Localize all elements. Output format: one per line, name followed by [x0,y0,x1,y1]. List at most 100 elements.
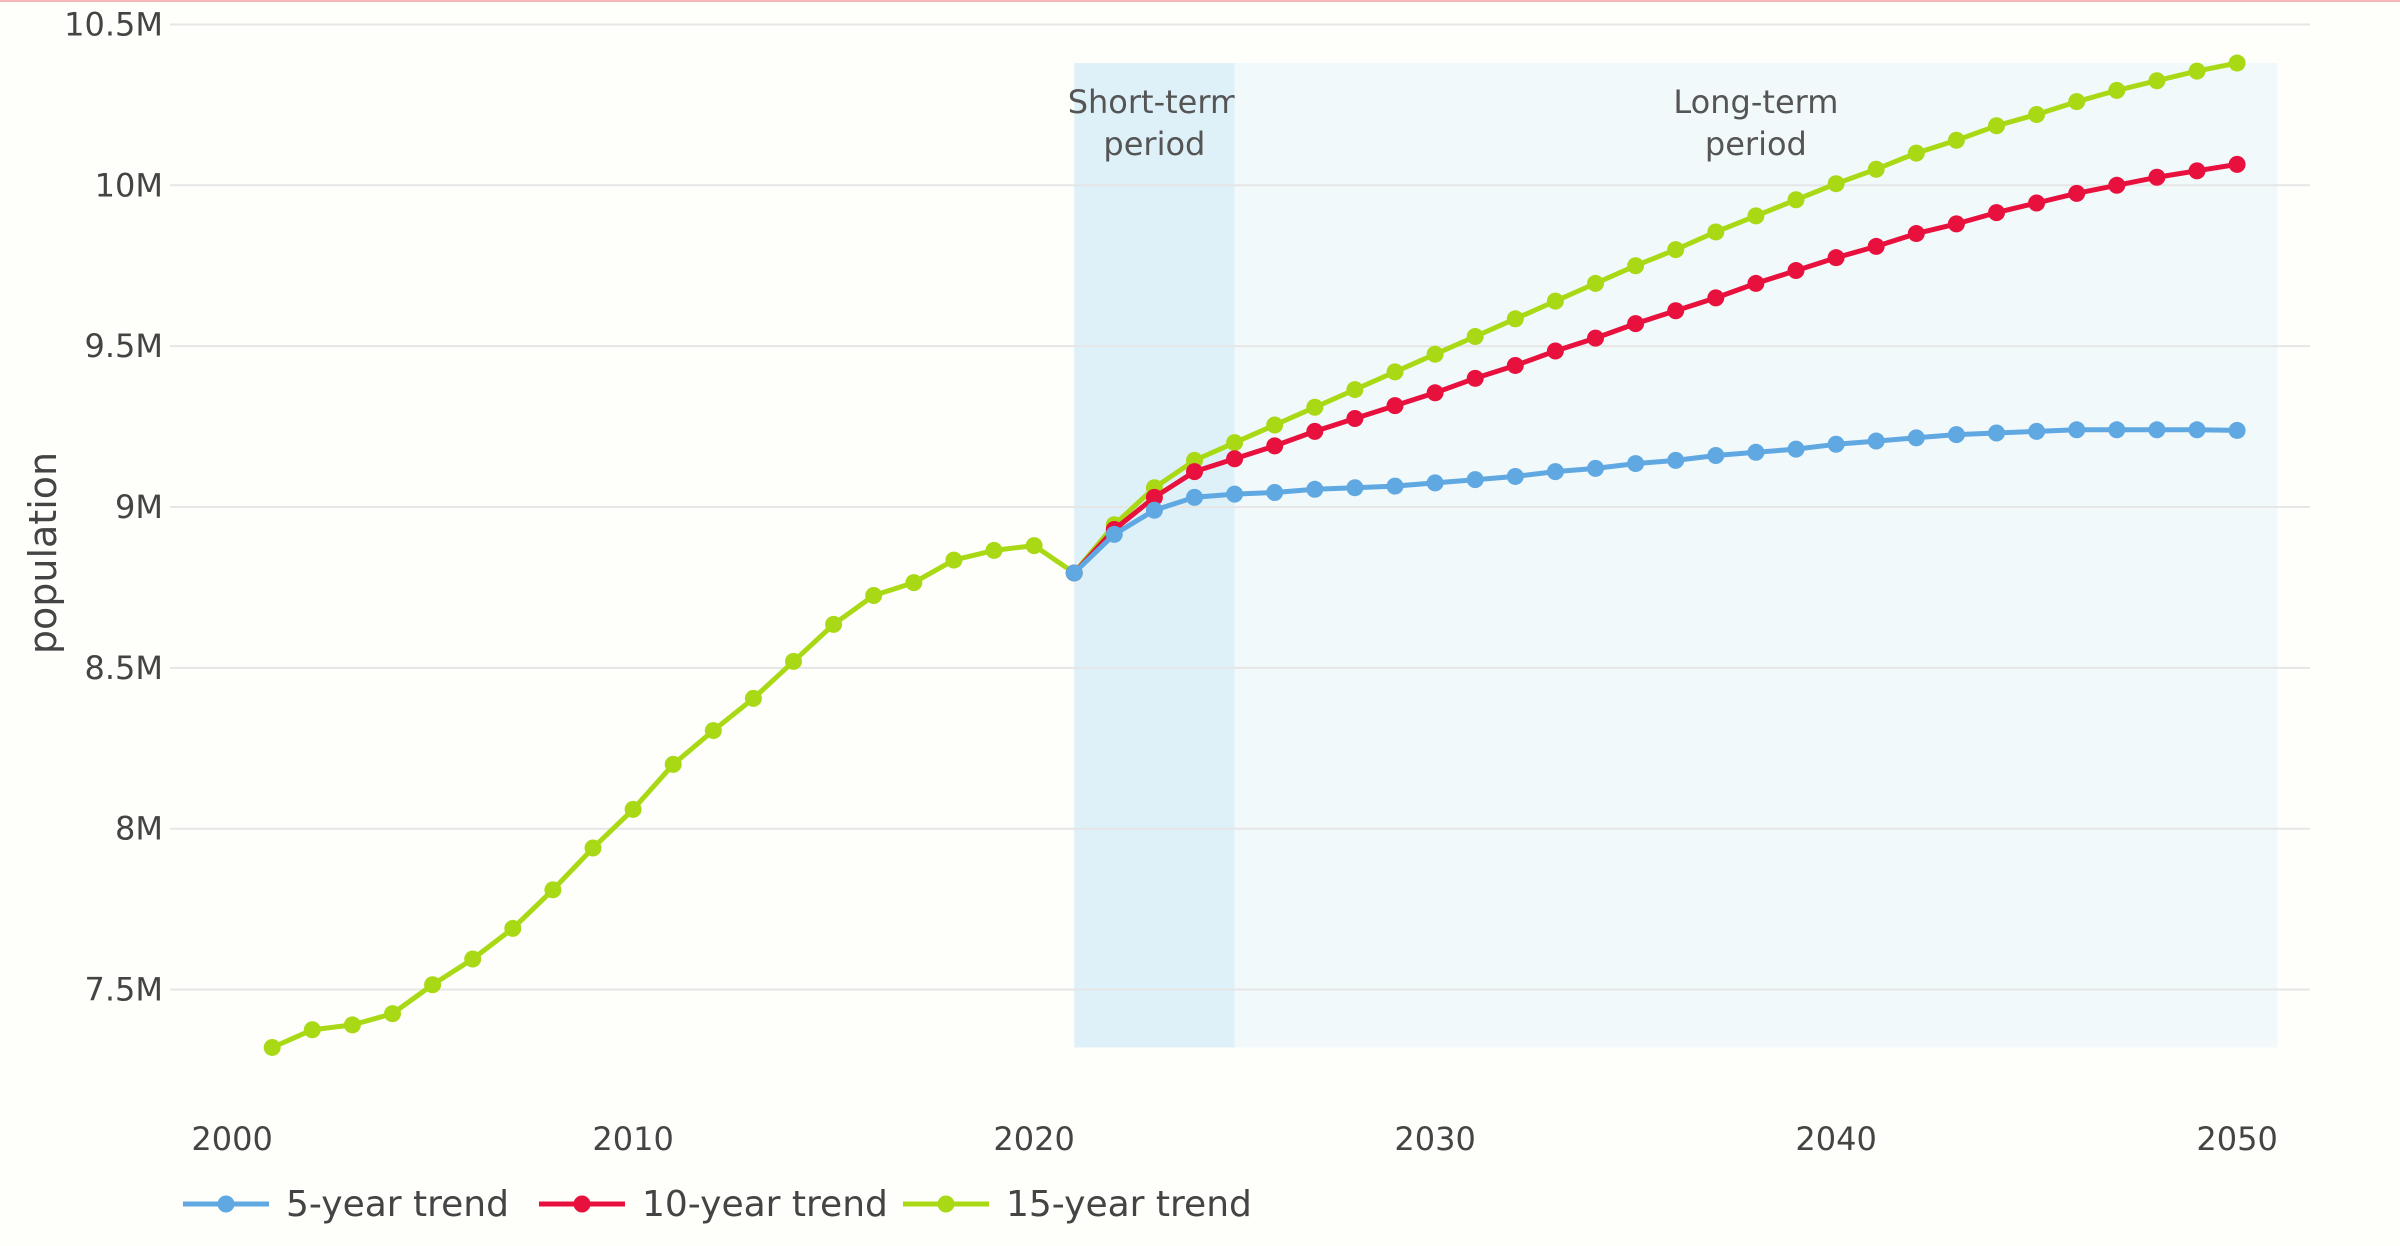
series-point-0-34 [1627,257,1645,275]
series-point-1-2 [1145,488,1163,506]
series-point-0-7 [544,881,562,899]
series-point-2-1 [1105,525,1123,543]
x-tick-label-1: 2010 [592,1120,673,1158]
y-tick-label-0: 7.5M [85,971,164,1009]
series-point-0-15 [865,586,883,604]
series-point-0-12 [744,689,762,707]
series-point-2-28 [2188,421,2206,439]
region-label-1-1: period [1705,125,1807,163]
series-point-1-29 [2228,155,2246,173]
y-tick-label-4: 9.5M [85,327,164,365]
series-point-2-21 [1907,429,1925,447]
series-point-0-30 [1466,327,1484,345]
series-point-0-32 [1546,292,1564,310]
series-2 [1065,421,2246,582]
series-0 [263,54,2246,1056]
series-point-0-13 [785,652,802,670]
series-point-2-23 [1988,424,2005,442]
series-point-0-19 [1025,537,1043,555]
grid-lines [170,23,2310,991]
series-point-0-28 [1386,363,1404,381]
legend-swatch-marker-0 [217,1195,235,1213]
x-tick-label-3: 2030 [1394,1120,1475,1158]
series-point-1-26 [2108,176,2126,194]
series-point-0-6 [504,919,522,937]
series-point-0-49 [2228,54,2246,72]
series-point-1-7 [1346,410,1364,428]
series-point-0-31 [1506,310,1524,328]
series-point-1-9 [1426,384,1444,402]
series-point-1-5 [1266,437,1284,455]
series-point-1-18 [1787,262,1805,280]
series-point-1-11 [1506,356,1524,374]
series-point-2-27 [2148,421,2166,439]
series-point-0-39 [1827,175,1845,193]
data-series [263,54,2246,1056]
series-point-2-25 [2068,421,2086,439]
series-point-0-29 [1426,345,1444,363]
series-point-2-9 [1426,474,1444,492]
legend: 5-year trend 10-year trend 15-year trend [183,1184,1252,1225]
series-point-2-6 [1306,480,1324,498]
series-point-2-0 [1065,564,1083,582]
series-point-1-3 [1186,463,1203,481]
series-point-2-3 [1186,488,1203,506]
series-point-0-16 [905,574,923,592]
series-point-0-25 [1266,416,1284,434]
series-point-2-16 [1707,447,1725,465]
series-point-1-27 [2148,168,2166,186]
legend-swatch-marker-2 [937,1195,955,1213]
series-point-1-17 [1747,274,1765,292]
series-point-0-11 [704,722,722,740]
series-point-0-0 [263,1038,281,1056]
legend-label-2: 15-year trend [1006,1184,1252,1225]
series-point-0-43 [1988,117,2005,135]
region-rect-1 [1234,63,2278,1048]
series-point-2-10 [1466,471,1484,489]
series-point-0-46 [2108,81,2126,99]
series-point-0-3 [384,1005,401,1023]
series-point-0-45 [2068,93,2086,111]
series-point-0-1 [303,1021,321,1039]
series-point-2-26 [2108,421,2126,439]
series-point-0-47 [2148,72,2166,90]
series-point-2-19 [1827,435,1845,453]
series-point-2-17 [1747,443,1765,461]
series-point-1-4 [1226,450,1244,468]
series-point-0-41 [1907,144,1925,162]
series-point-2-5 [1266,484,1284,502]
region-label-0-0: Short-term [1068,83,1241,121]
series-point-2-18 [1787,440,1805,458]
series-point-2-7 [1346,479,1364,497]
x-axis-ticks: 2000 2010 2020 2030 2040 2050 [191,1120,2277,1158]
series-point-2-12 [1546,463,1564,481]
y-tick-label-1: 8M [115,810,163,848]
series-point-1-6 [1306,422,1324,440]
series-point-1-21 [1907,225,1925,243]
series-point-2-20 [1867,432,1885,450]
series-point-0-5 [464,950,482,968]
series-point-0-2 [343,1016,361,1034]
series-point-0-44 [2028,106,2046,124]
region-label-0-1: period [1103,125,1205,163]
series-point-1-20 [1867,237,1885,255]
y-axis-ticks: 7.5M 8M 8.5M 9M 9.5M 10M 10.5M [64,5,163,1008]
series-point-0-9 [624,800,642,818]
x-tick-label-4: 2040 [1795,1120,1876,1158]
series-point-0-24 [1226,434,1244,452]
series-point-0-38 [1787,191,1805,209]
series-point-1-25 [2068,184,2086,202]
series-point-2-24 [2028,422,2046,440]
x-tick-label-5: 2050 [2196,1120,2277,1158]
series-point-0-27 [1346,381,1364,399]
y-tick-label-3: 9M [115,488,163,526]
series-point-0-40 [1867,160,1885,178]
series-point-1-8 [1386,397,1404,415]
series-point-2-8 [1386,477,1404,495]
series-point-2-22 [1947,426,1965,444]
x-tick-label-2: 2020 [993,1120,1074,1158]
region-label-1-0: Long-term [1673,83,1838,121]
series-point-0-35 [1667,241,1685,259]
y-tick-label-6: 10.5M [64,5,163,43]
